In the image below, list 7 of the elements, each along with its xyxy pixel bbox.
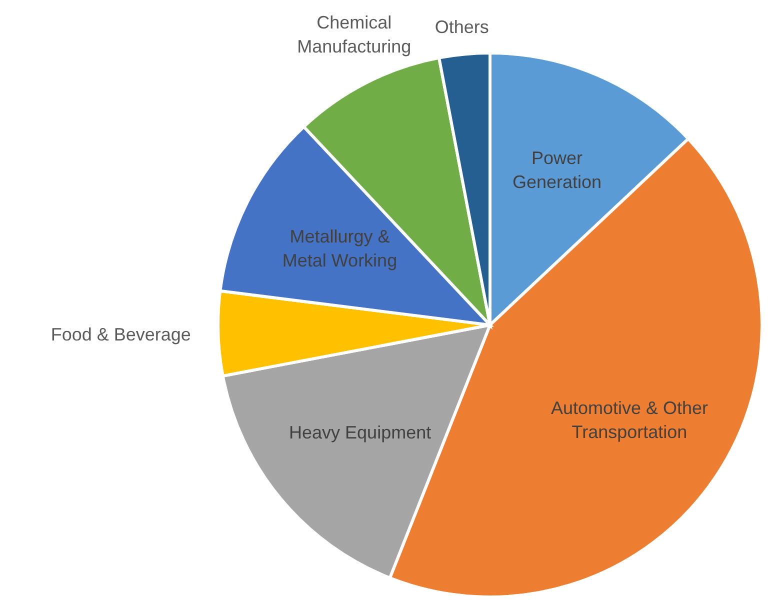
slice-label: Heavy Equipment [289,422,432,442]
slice-label: Others [434,17,489,38]
slice-label: Automotive & Other Transportation [550,398,708,442]
slice-label: Chemical Manufacturing [297,12,412,56]
slice-label: Power Generation [512,148,602,192]
slice-label: Food & Beverage [50,324,191,344]
slice-label: Metallurgy & Metal Working [282,226,398,270]
